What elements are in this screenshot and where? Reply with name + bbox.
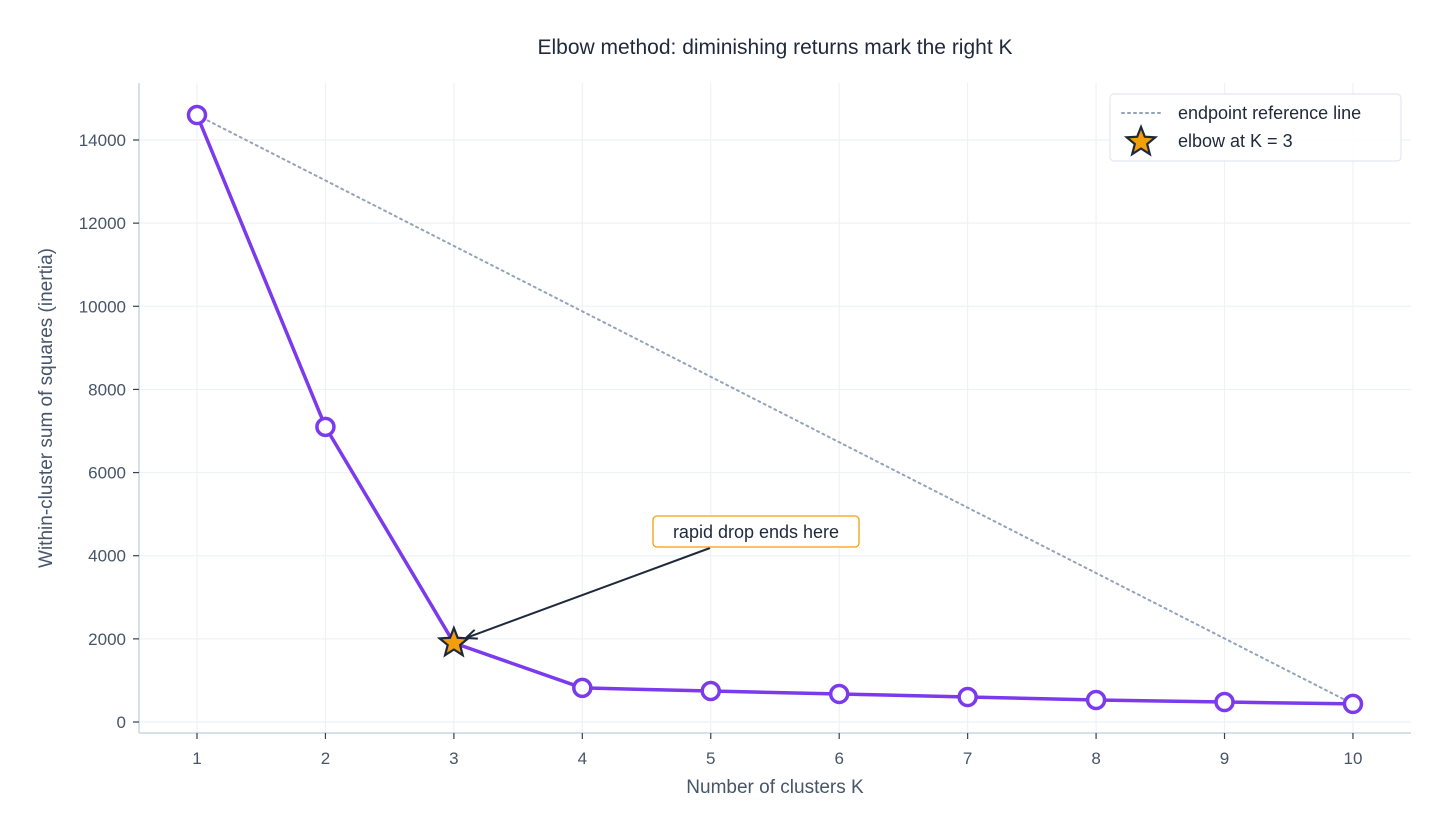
legend-label: elbow at K = 3 [1178, 131, 1293, 151]
x-axis-ticks: 1 2 3 4 5 6 7 8 9 10 [192, 733, 1362, 768]
data-point-marker [186, 104, 208, 126]
x-tick-label: 10 [1343, 749, 1362, 768]
x-axis-label: Number of clusters K [686, 777, 864, 798]
annotation-text: rapid drop ends here [673, 522, 839, 542]
annotation: rapid drop ends here [463, 515, 860, 640]
legend: endpoint reference line elbow at K = 3 [1109, 93, 1402, 162]
y-tick-label: 4000 [88, 547, 126, 566]
arrowhead-icon [463, 629, 478, 640]
y-tick-label: 14000 [79, 131, 126, 150]
y-axis-label: Within-cluster sum of squares (inertia) [36, 248, 57, 568]
reference-line [196, 114, 1354, 705]
data-point-marker [1342, 693, 1364, 715]
axes-spines [138, 83, 1411, 734]
data-point-marker [1085, 689, 1107, 711]
y-tick-label: 6000 [88, 464, 126, 483]
x-tick-label: 7 [963, 749, 972, 768]
legend-label: endpoint reference line [1178, 103, 1361, 123]
x-tick-label: 4 [578, 749, 587, 768]
y-tick-label: 10000 [79, 297, 126, 316]
x-tick-label: 6 [834, 749, 843, 768]
x-tick-label: 2 [321, 749, 330, 768]
grid-lines [139, 83, 1411, 733]
chart-title: Elbow method: diminishing returns mark t… [537, 36, 1012, 59]
legend-star-icon [1123, 123, 1159, 157]
data-point-marker [828, 683, 850, 705]
inertia-series [186, 104, 1364, 715]
y-tick-label: 0 [117, 713, 126, 732]
x-tick-label: 5 [706, 749, 715, 768]
data-point-marker [315, 416, 336, 438]
y-tick-label: 12000 [79, 214, 126, 233]
annotation-box [652, 515, 860, 548]
endpoint-reference-line [196, 114, 1354, 705]
y-tick-label: 2000 [88, 630, 126, 649]
x-tick-label: 8 [1091, 749, 1100, 768]
legend-box [1109, 93, 1402, 162]
inertia-line [195, 114, 1353, 706]
data-point-marker [1214, 691, 1235, 713]
x-tick-label: 3 [449, 749, 458, 768]
data-point-marker [572, 677, 593, 699]
y-tick-label: 8000 [88, 380, 126, 399]
data-point-marker [957, 686, 978, 708]
y-axis-ticks: 0 2000 4000 6000 8000 10000 12000 14000 [79, 131, 139, 732]
annotation-arrow [465, 547, 711, 639]
data-point-marker [700, 680, 722, 702]
x-tick-label: 1 [192, 749, 201, 768]
x-tick-label: 9 [1220, 749, 1229, 768]
